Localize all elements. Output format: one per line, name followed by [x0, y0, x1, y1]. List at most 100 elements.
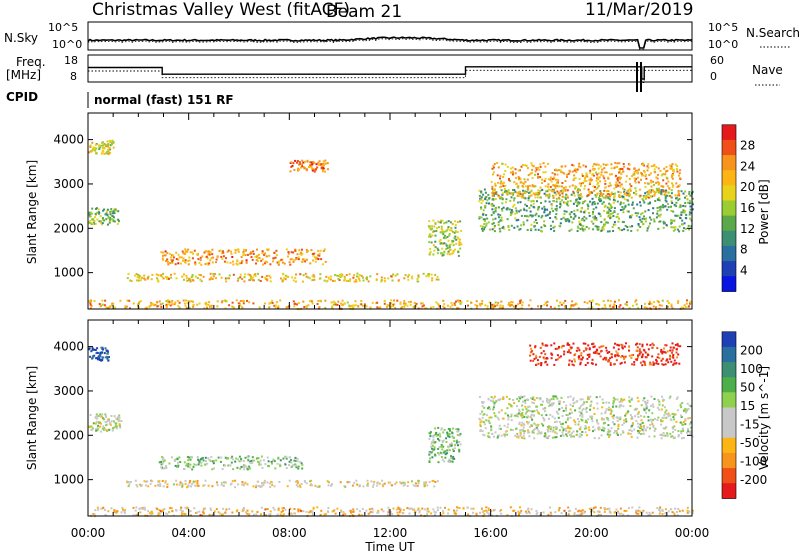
velocity-cell: [562, 427, 565, 430]
velocity-cell: [680, 406, 683, 409]
velocity-cell: [630, 430, 633, 433]
power-cell: [670, 303, 673, 306]
velocity-cell: [561, 431, 564, 434]
power-cell: [587, 188, 590, 191]
power-cell: [371, 301, 374, 304]
velocity-cell: [521, 437, 524, 439]
velocity-cell: [300, 462, 303, 465]
power-cell: [407, 301, 410, 303]
velocity-cell: [550, 344, 553, 347]
velocity-cell: [352, 508, 355, 511]
power-cell: [559, 222, 562, 225]
velocity-cell: [542, 350, 545, 353]
velocity-cell: [516, 413, 519, 416]
velocity-cell: [535, 363, 538, 366]
velocity-cell: [565, 433, 568, 436]
power-cell: [611, 226, 614, 229]
velocity-cell: [566, 351, 569, 354]
power-cell: [522, 182, 525, 185]
velocity-cell: [603, 427, 606, 430]
power-cell: [561, 182, 564, 184]
power-cell: [652, 207, 655, 210]
power-cell: [548, 195, 551, 198]
power-cell: [498, 195, 501, 198]
velocity-cell: [643, 349, 646, 352]
power-cell: [530, 194, 533, 197]
power-cell: [637, 212, 640, 215]
velocity-cell: [97, 428, 100, 431]
power-cell: [250, 275, 252, 278]
power-cell: [674, 228, 677, 231]
velocity-cell: [297, 510, 300, 513]
velocity-cell: [409, 508, 412, 510]
power-cell: [627, 192, 630, 195]
power-cell: [250, 251, 252, 254]
velocity-cell: [611, 405, 614, 408]
power-cell: [303, 306, 306, 308]
power-cell: [646, 229, 649, 232]
velocity-cell: [195, 512, 198, 514]
velocity-cell: [636, 396, 639, 399]
velocity-cell: [661, 420, 664, 423]
power-cell: [658, 209, 661, 212]
power-cell: [315, 163, 318, 166]
power-cell: [174, 301, 177, 304]
power-cell: [530, 214, 533, 217]
power-cell: [649, 189, 651, 192]
velocity-cell: [408, 512, 411, 515]
velocity-cell: [638, 352, 641, 355]
power-cell: [510, 196, 513, 199]
velocity-cell: [591, 420, 594, 423]
velocity-cell: [587, 426, 590, 429]
power-cell: [667, 180, 670, 183]
power-cell: [641, 174, 643, 177]
power-cell: [556, 173, 559, 176]
velocity-cell: [263, 479, 266, 482]
power-cell: [101, 217, 104, 219]
velocity-cell: [106, 356, 109, 359]
power-cell: [610, 216, 613, 219]
power-cell: [365, 305, 368, 308]
power-cell: [588, 178, 591, 181]
power-cell: [508, 228, 511, 231]
velocity-cell: [640, 351, 643, 354]
velocity-cell: [562, 409, 565, 412]
velocity-cell: [489, 408, 492, 411]
power-cell: [89, 303, 92, 306]
velocity-cell: [242, 460, 245, 463]
power-cell: [302, 300, 305, 303]
velocity-cell: [99, 353, 102, 355]
power-cell: [618, 228, 621, 231]
velocity-cell: [498, 411, 501, 414]
velocity-cell: [665, 413, 668, 416]
power-cell: [629, 215, 632, 218]
velocity-cell: [171, 456, 173, 459]
power-cell: [325, 275, 328, 278]
velocity-cell: [438, 439, 441, 442]
velocity-cell: [615, 508, 618, 511]
power-cell: [353, 274, 356, 277]
velocity-cell: [686, 511, 689, 514]
power-cell: [307, 276, 310, 279]
power-cell: [360, 274, 363, 277]
power-cell: [111, 212, 114, 215]
velocity-cell: [260, 513, 262, 516]
power-cell: [88, 151, 90, 154]
velocity-cell: [327, 481, 330, 484]
power-cell: [362, 305, 364, 307]
power-cell: [454, 304, 456, 306]
power-cell: [580, 195, 583, 198]
power-cell: [399, 303, 402, 305]
power-cell: [559, 301, 562, 304]
power-cell: [644, 182, 647, 185]
power-cell: [662, 189, 665, 192]
power-cell: [600, 229, 603, 232]
velocity-cell: [565, 414, 568, 416]
power-cell: [311, 253, 314, 255]
velocity-cell: [244, 456, 247, 459]
velocity-cell: [579, 433, 582, 436]
power-cell: [441, 229, 444, 232]
power-cell: [578, 223, 581, 226]
power-cell: [554, 178, 557, 181]
velocity-cell: [599, 395, 601, 398]
